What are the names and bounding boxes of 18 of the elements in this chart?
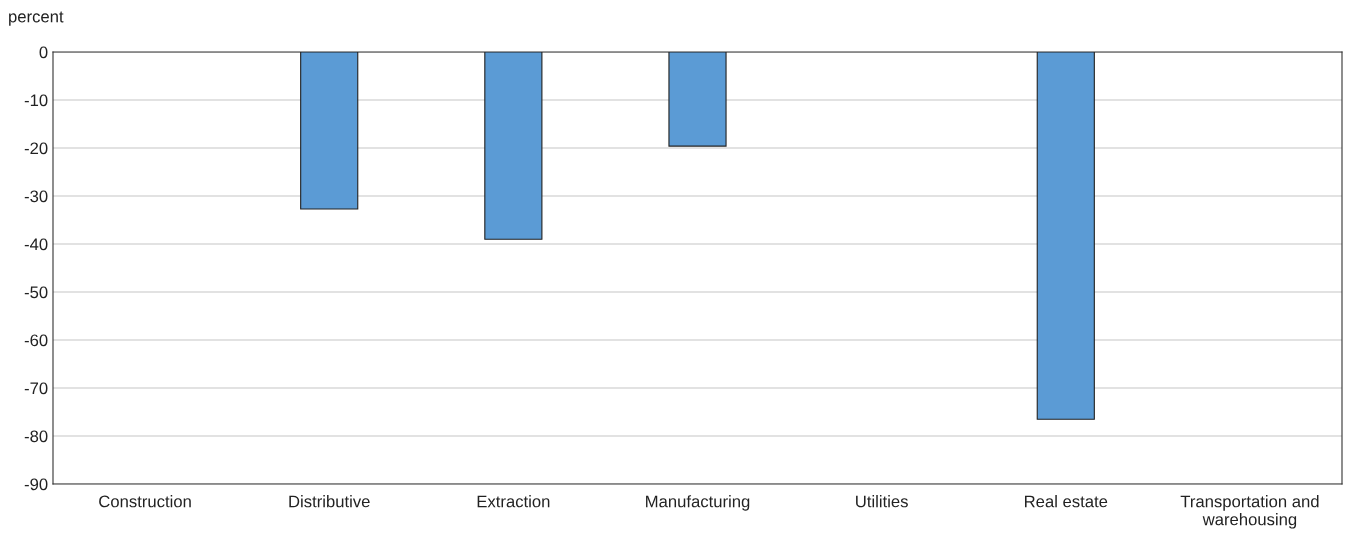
y-tick-label: 0 [39, 46, 48, 59]
x-tick-label: Real estate [1025, 495, 1108, 508]
y-tick-label: -50 [24, 286, 48, 299]
y-tick-label: -70 [24, 382, 48, 395]
x-tick-label: Extraction [477, 495, 550, 508]
y-tick-label: -30 [24, 190, 48, 203]
y-tick-label: -20 [24, 142, 48, 155]
y-axis-title: percent [9, 11, 64, 26]
y-tick-label: -60 [24, 334, 48, 347]
y-tick-label: -40 [24, 238, 48, 251]
y-tick-label: -80 [24, 430, 48, 443]
x-tick-label: Manufacturing [646, 495, 750, 511]
y-tick-label: -10 [24, 94, 48, 107]
x-tick-label: Construction [99, 495, 191, 508]
x-tick-label: Distributive [289, 495, 370, 508]
x-tick-label: Transportation and warehousing [1180, 495, 1319, 529]
y-tick-label: -90 [24, 478, 48, 491]
x-tick-label: Utilities [856, 495, 908, 508]
